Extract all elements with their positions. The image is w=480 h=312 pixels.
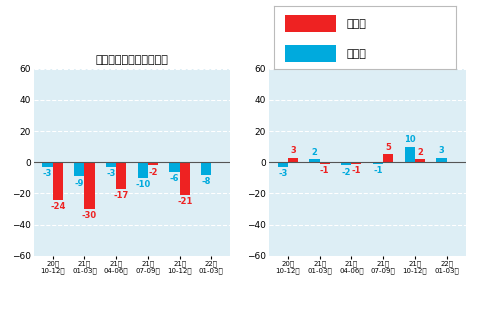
Text: 3: 3 bbox=[290, 146, 296, 155]
Bar bbox=[285, 15, 336, 32]
Bar bbox=[341, 162, 351, 165]
Bar bbox=[288, 158, 298, 162]
Text: 2: 2 bbox=[417, 148, 423, 157]
Bar bbox=[285, 45, 336, 62]
Title: １棟当り受注床面積指数（全国）: １棟当り受注床面積指数（全国） bbox=[323, 55, 411, 65]
Bar bbox=[169, 162, 180, 172]
Text: -24: -24 bbox=[50, 202, 65, 211]
Bar bbox=[116, 162, 126, 189]
Text: -1: -1 bbox=[373, 166, 383, 175]
Text: -3: -3 bbox=[43, 169, 52, 178]
Bar bbox=[310, 159, 320, 162]
Text: -21: -21 bbox=[177, 197, 192, 206]
Text: -1: -1 bbox=[352, 166, 361, 175]
Bar bbox=[180, 162, 190, 195]
Text: 2: 2 bbox=[312, 148, 317, 157]
Bar bbox=[383, 154, 393, 162]
Bar bbox=[74, 162, 84, 176]
Text: -2: -2 bbox=[148, 168, 158, 177]
Text: -10: -10 bbox=[135, 180, 150, 189]
Text: -3: -3 bbox=[107, 169, 116, 178]
Bar bbox=[138, 162, 148, 178]
Text: 10: 10 bbox=[404, 135, 416, 144]
Text: -3: -3 bbox=[278, 169, 288, 178]
Text: -17: -17 bbox=[114, 191, 129, 200]
Text: 3: 3 bbox=[439, 146, 444, 155]
Bar bbox=[43, 162, 53, 167]
Bar bbox=[373, 162, 383, 164]
Bar bbox=[148, 162, 158, 165]
Bar bbox=[106, 162, 116, 167]
Bar bbox=[201, 162, 211, 175]
Text: 5: 5 bbox=[385, 143, 391, 152]
Text: -2: -2 bbox=[341, 168, 351, 177]
Text: 見通し: 見通し bbox=[347, 49, 366, 59]
Text: -1: -1 bbox=[320, 166, 329, 175]
Bar bbox=[53, 162, 63, 200]
Bar bbox=[436, 158, 446, 162]
Bar bbox=[278, 162, 288, 167]
Text: -6: -6 bbox=[170, 174, 180, 183]
Title: 総受注金額指数（全国）: 総受注金額指数（全国） bbox=[96, 55, 168, 65]
Bar bbox=[320, 162, 330, 164]
Text: -9: -9 bbox=[74, 178, 84, 188]
Bar bbox=[351, 162, 361, 164]
Bar bbox=[415, 159, 425, 162]
Bar bbox=[84, 162, 95, 209]
Text: 実　績: 実 績 bbox=[347, 19, 366, 29]
Text: -8: -8 bbox=[202, 177, 211, 186]
Bar bbox=[405, 147, 415, 162]
Text: -30: -30 bbox=[82, 212, 97, 220]
